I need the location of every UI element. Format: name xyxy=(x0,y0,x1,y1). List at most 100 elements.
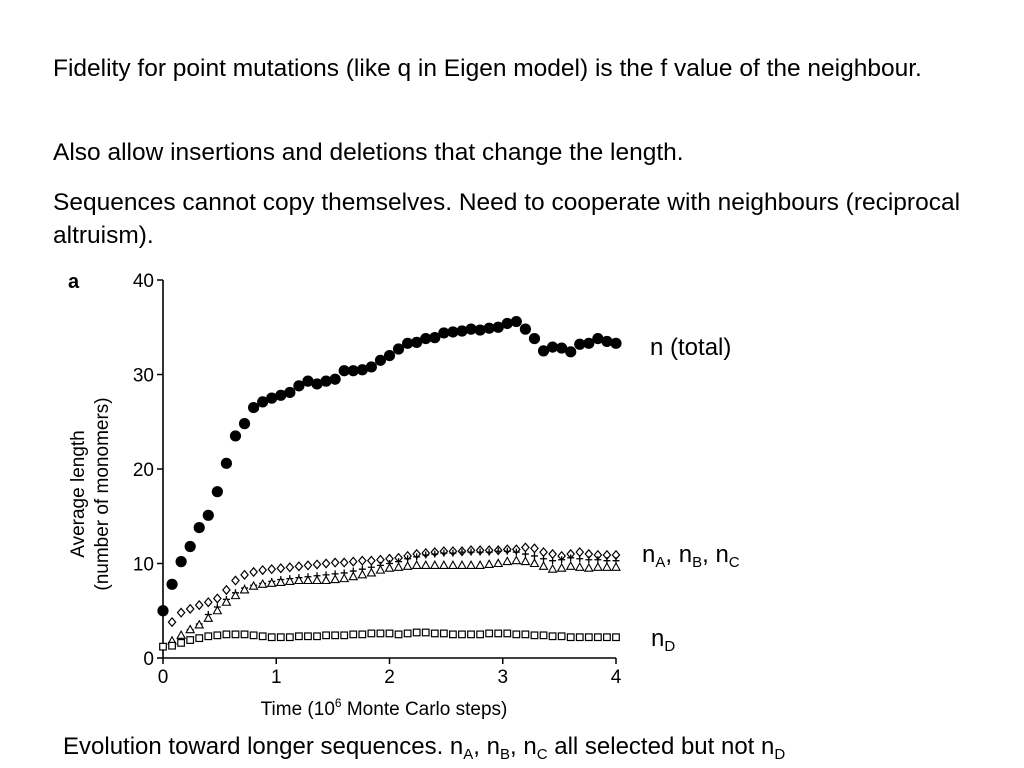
data-point xyxy=(494,547,502,555)
data-point xyxy=(229,430,242,442)
data-point xyxy=(402,337,414,349)
data-point xyxy=(501,317,513,330)
y-tick-label: 40 xyxy=(133,271,154,292)
label-nd-sub: D xyxy=(664,638,676,655)
data-point xyxy=(321,575,332,585)
data-point xyxy=(429,332,441,344)
data-point xyxy=(384,562,395,572)
data-point xyxy=(503,547,511,555)
data-point xyxy=(331,631,340,640)
x-tick-label: 2 xyxy=(384,667,395,688)
data-point xyxy=(312,575,322,585)
data-point xyxy=(294,561,304,572)
data-point xyxy=(231,630,240,639)
y-tick-label: 20 xyxy=(133,460,154,481)
data-point xyxy=(557,632,566,641)
data-point xyxy=(267,564,277,575)
series-open-diamond xyxy=(167,542,621,628)
paragraph-insertions: Also allow insertions and deletions that… xyxy=(53,139,684,166)
data-point xyxy=(358,630,367,639)
label-na: n xyxy=(642,541,656,568)
data-point xyxy=(275,577,286,586)
data-point xyxy=(194,599,204,611)
data-point xyxy=(356,364,368,376)
data-point xyxy=(276,633,285,642)
data-point xyxy=(574,561,585,571)
label-n-abc: nA, nB, nC xyxy=(642,541,740,571)
data-point xyxy=(610,337,622,349)
x-axis-label: Time (106 Monte Carlo steps) xyxy=(261,696,508,720)
label-nb: n xyxy=(678,541,693,568)
caption-nc-sub: C xyxy=(536,746,548,763)
data-point xyxy=(520,556,531,566)
y-tick-label: 0 xyxy=(143,649,154,670)
data-point xyxy=(357,569,368,579)
data-point xyxy=(339,573,350,583)
data-point xyxy=(521,542,530,553)
data-point xyxy=(257,396,269,408)
data-point xyxy=(357,555,367,566)
data-point xyxy=(213,631,222,640)
data-point xyxy=(502,556,513,566)
caption-na: n xyxy=(449,733,464,760)
data-point xyxy=(593,633,602,642)
data-point xyxy=(166,578,178,590)
data-point xyxy=(266,392,278,404)
data-point xyxy=(420,560,431,569)
data-point xyxy=(365,361,377,373)
data-point xyxy=(184,540,196,553)
data-point xyxy=(549,557,557,565)
data-point xyxy=(583,337,595,349)
series-open-triangle xyxy=(167,555,621,645)
paragraph-cooperation: Sequences cannot copy themselves. Need t… xyxy=(53,189,961,249)
data-point xyxy=(311,378,323,390)
data-point xyxy=(330,557,340,568)
figure-caption: Evolution toward longer sequences. nA, n… xyxy=(63,733,785,763)
caption-sep-2: , xyxy=(510,733,524,760)
data-point xyxy=(284,386,296,399)
x-axis-label-post: Monte Carlo steps) xyxy=(342,699,508,720)
data-point xyxy=(431,550,439,558)
data-point xyxy=(295,632,303,641)
caption-middle: all selected but not xyxy=(547,733,762,760)
data-point xyxy=(537,345,550,357)
data-point xyxy=(494,629,503,638)
data-point xyxy=(511,555,522,565)
data-point xyxy=(221,596,232,606)
y-tick-label: 10 xyxy=(133,555,154,576)
data-point xyxy=(412,628,421,637)
caption-nb-sub: B xyxy=(499,746,510,763)
paragraph-fidelity: Fidelity for point mutations (like q in … xyxy=(53,55,922,82)
data-point xyxy=(411,560,422,569)
data-point xyxy=(449,630,457,639)
data-point xyxy=(275,389,287,401)
data-point xyxy=(510,315,522,328)
x-axis-label-sup: 6 xyxy=(335,696,342,710)
data-point xyxy=(576,555,584,563)
x-tick-label: 1 xyxy=(271,667,282,688)
axes: 0 10 20 30 40 0 1 2 3 4 xyxy=(133,271,622,688)
data-point xyxy=(411,336,423,348)
data-point xyxy=(512,630,521,639)
data-point xyxy=(202,509,214,521)
data-point xyxy=(203,612,214,622)
data-point xyxy=(467,548,475,556)
data-point xyxy=(193,521,205,534)
data-point xyxy=(439,629,448,638)
data-point xyxy=(249,566,258,578)
x-axis-label-pre: Time (10 xyxy=(261,699,335,720)
data-point xyxy=(592,332,604,345)
y-axis-label-line1: Average length xyxy=(68,430,89,557)
data-point xyxy=(566,633,575,642)
data-point xyxy=(248,401,260,414)
series-filled-circle xyxy=(157,315,622,617)
data-point xyxy=(313,632,321,641)
data-point xyxy=(393,561,404,571)
label-nb-sub: B xyxy=(692,554,703,571)
data-point xyxy=(238,418,251,430)
data-point xyxy=(330,574,341,584)
caption-nd: n xyxy=(761,733,775,760)
data-point xyxy=(258,564,268,576)
data-point xyxy=(484,559,495,568)
data-point xyxy=(285,633,294,642)
